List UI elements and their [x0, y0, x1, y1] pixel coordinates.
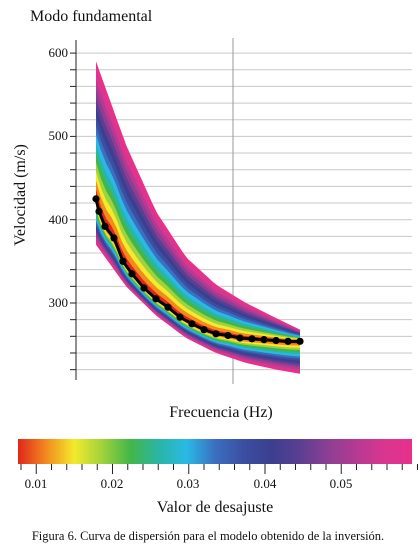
best-fit-point: [200, 326, 208, 334]
chart-title: Modo fundamental: [30, 8, 153, 25]
best-fit-point: [248, 335, 256, 343]
best-fit-point: [212, 330, 220, 338]
best-fit-point: [260, 336, 268, 344]
misfit-band-layer: [96, 171, 300, 348]
best-fit-point: [119, 257, 127, 265]
best-fit-point: [284, 337, 292, 345]
y-tick-label-300: 300: [49, 295, 69, 310]
best-fit-point: [164, 303, 172, 311]
scale-tick-label-0.02: 0.02: [101, 476, 124, 491]
best-fit-point: [92, 195, 100, 203]
y-axis-tick-labels: 300 400 500 600: [49, 45, 69, 310]
best-fit-point: [95, 207, 103, 215]
best-fit-point: [224, 331, 232, 340]
y-tick-label-500: 500: [49, 128, 69, 143]
best-fit-point: [101, 222, 109, 230]
color-scale-ticks: [20, 464, 418, 474]
y-axis-label: Velocidad (m/s): [12, 144, 29, 246]
scale-tick-label-0.05: 0.05: [330, 476, 353, 491]
misfit-color-scale: [18, 439, 412, 464]
color-scale-label: Valor de desajuste: [157, 499, 273, 516]
best-fit-point: [296, 337, 304, 345]
scale-tick-label-0.03: 0.03: [177, 476, 200, 491]
x-axis-label: Frecuencia (Hz): [169, 404, 273, 421]
best-fit-point: [272, 336, 280, 345]
best-fit-point: [140, 284, 148, 292]
figure-caption: Figura 6. Curva de dispersión para el mo…: [32, 529, 384, 543]
misfit-band: [96, 61, 300, 374]
best-fit-point: [128, 270, 136, 278]
best-fit-point: [188, 320, 196, 328]
best-fit-point: [176, 313, 184, 321]
best-fit-point: [152, 295, 160, 303]
color-scale-tick-labels: 0.01 0.02 0.03 0.04 0.05: [25, 476, 353, 491]
misfit-band-layer: [96, 162, 300, 350]
scale-tick-label-0.01: 0.01: [25, 476, 48, 491]
y-axis-ticks: [70, 52, 76, 371]
best-fit-series: [92, 195, 304, 345]
y-tick-label-400: 400: [49, 212, 69, 227]
best-fit-point: [110, 234, 118, 242]
misfit-band-layer: [96, 116, 300, 361]
best-fit-point: [236, 334, 244, 342]
scale-tick-label-0.04: 0.04: [254, 476, 277, 491]
y-tick-label-600: 600: [49, 45, 69, 60]
